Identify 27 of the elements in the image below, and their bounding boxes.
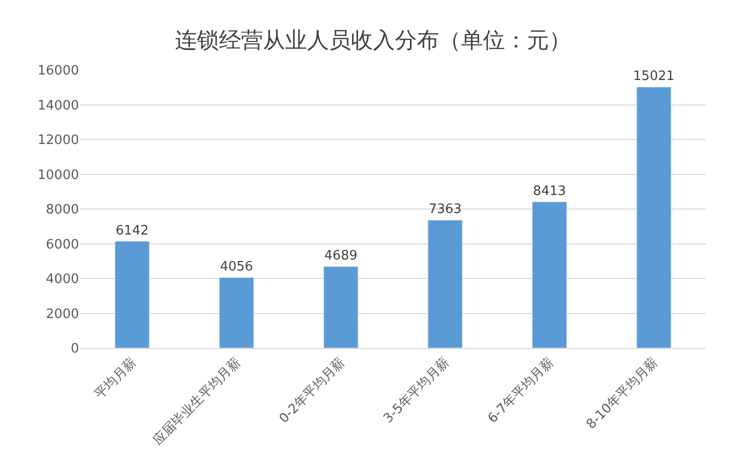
bar — [219, 277, 254, 348]
data-label: 4689 — [324, 248, 358, 264]
data-label: 4056 — [220, 260, 254, 275]
y-tick-label: 12000 — [38, 133, 79, 148]
y-tick-label: 4000 — [46, 272, 79, 288]
y-tick-label: 2000 — [46, 306, 79, 322]
bar — [323, 266, 358, 348]
x-tick-label: 0-2年平均月薪 — [276, 354, 348, 426]
x-tick-label: 3-5年平均月薪 — [381, 354, 453, 426]
y-tick-label: 8000 — [46, 202, 79, 218]
data-label: 6142 — [116, 223, 149, 238]
y-tick-label: 10000 — [38, 168, 79, 183]
data-label: 8413 — [532, 184, 566, 199]
x-tick-label: 6-7年平均月薪 — [485, 354, 557, 426]
x-tick-label: 平均月薪 — [92, 354, 140, 402]
y-tick-label: 14000 — [38, 98, 79, 114]
bar — [114, 241, 150, 348]
data-label: 15021 — [633, 69, 675, 84]
bar — [532, 202, 567, 348]
x-tick-label: 应届毕业生平均月薪 — [150, 354, 244, 448]
y-tick-label: 16000 — [38, 64, 79, 79]
y-tick-label: 6000 — [46, 237, 79, 252]
bar — [428, 220, 463, 348]
data-label: 7363 — [428, 202, 462, 218]
y-tick-label: 0 — [70, 342, 79, 357]
bar — [636, 86, 672, 348]
chart-title: 连锁经营从业人员收入分布（单位：元） — [175, 28, 571, 54]
